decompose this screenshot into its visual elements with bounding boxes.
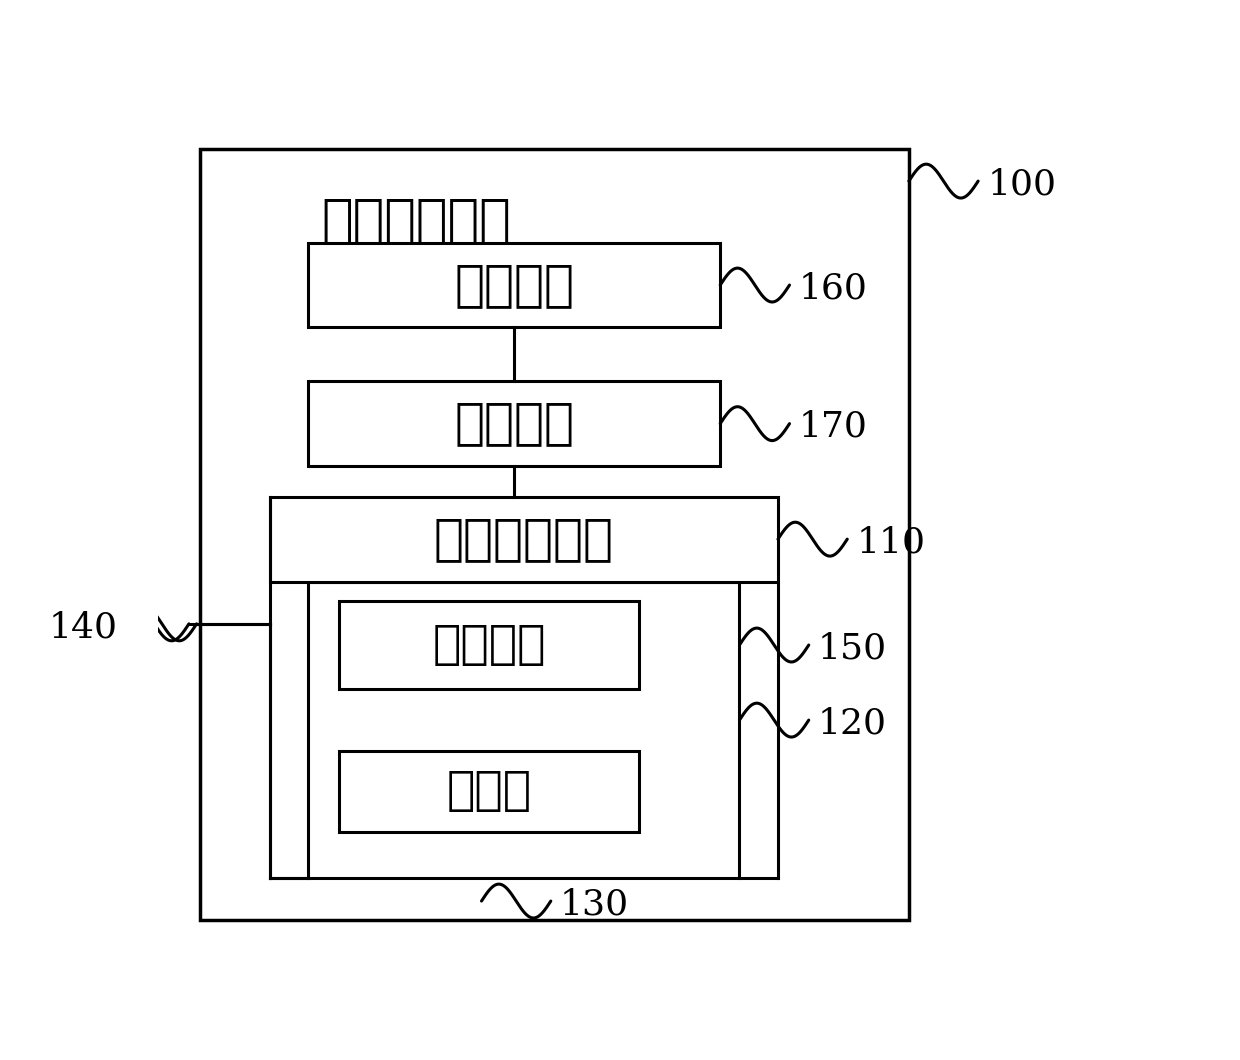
Text: 滤波器: 滤波器: [446, 768, 532, 814]
Text: 140: 140: [50, 611, 118, 644]
Text: 确定模块: 确定模块: [454, 261, 574, 310]
Text: 130: 130: [560, 888, 629, 922]
Text: 100: 100: [987, 167, 1056, 202]
Bar: [309, 382, 720, 466]
Text: 150: 150: [818, 631, 887, 665]
Text: 通信控制装置: 通信控制装置: [321, 195, 511, 247]
Bar: [339, 750, 640, 832]
Text: 120: 120: [818, 707, 887, 741]
Text: 旁路电路: 旁路电路: [433, 622, 546, 668]
Text: 发送模块: 发送模块: [454, 400, 574, 447]
Text: 110: 110: [857, 526, 925, 560]
Bar: [270, 497, 777, 582]
Bar: [201, 148, 909, 920]
Bar: [309, 582, 739, 878]
Bar: [309, 243, 720, 328]
Text: 170: 170: [799, 410, 868, 444]
Bar: [339, 601, 640, 689]
Text: 开关控制模块: 开关控制模块: [434, 515, 614, 563]
Text: 160: 160: [799, 271, 868, 305]
